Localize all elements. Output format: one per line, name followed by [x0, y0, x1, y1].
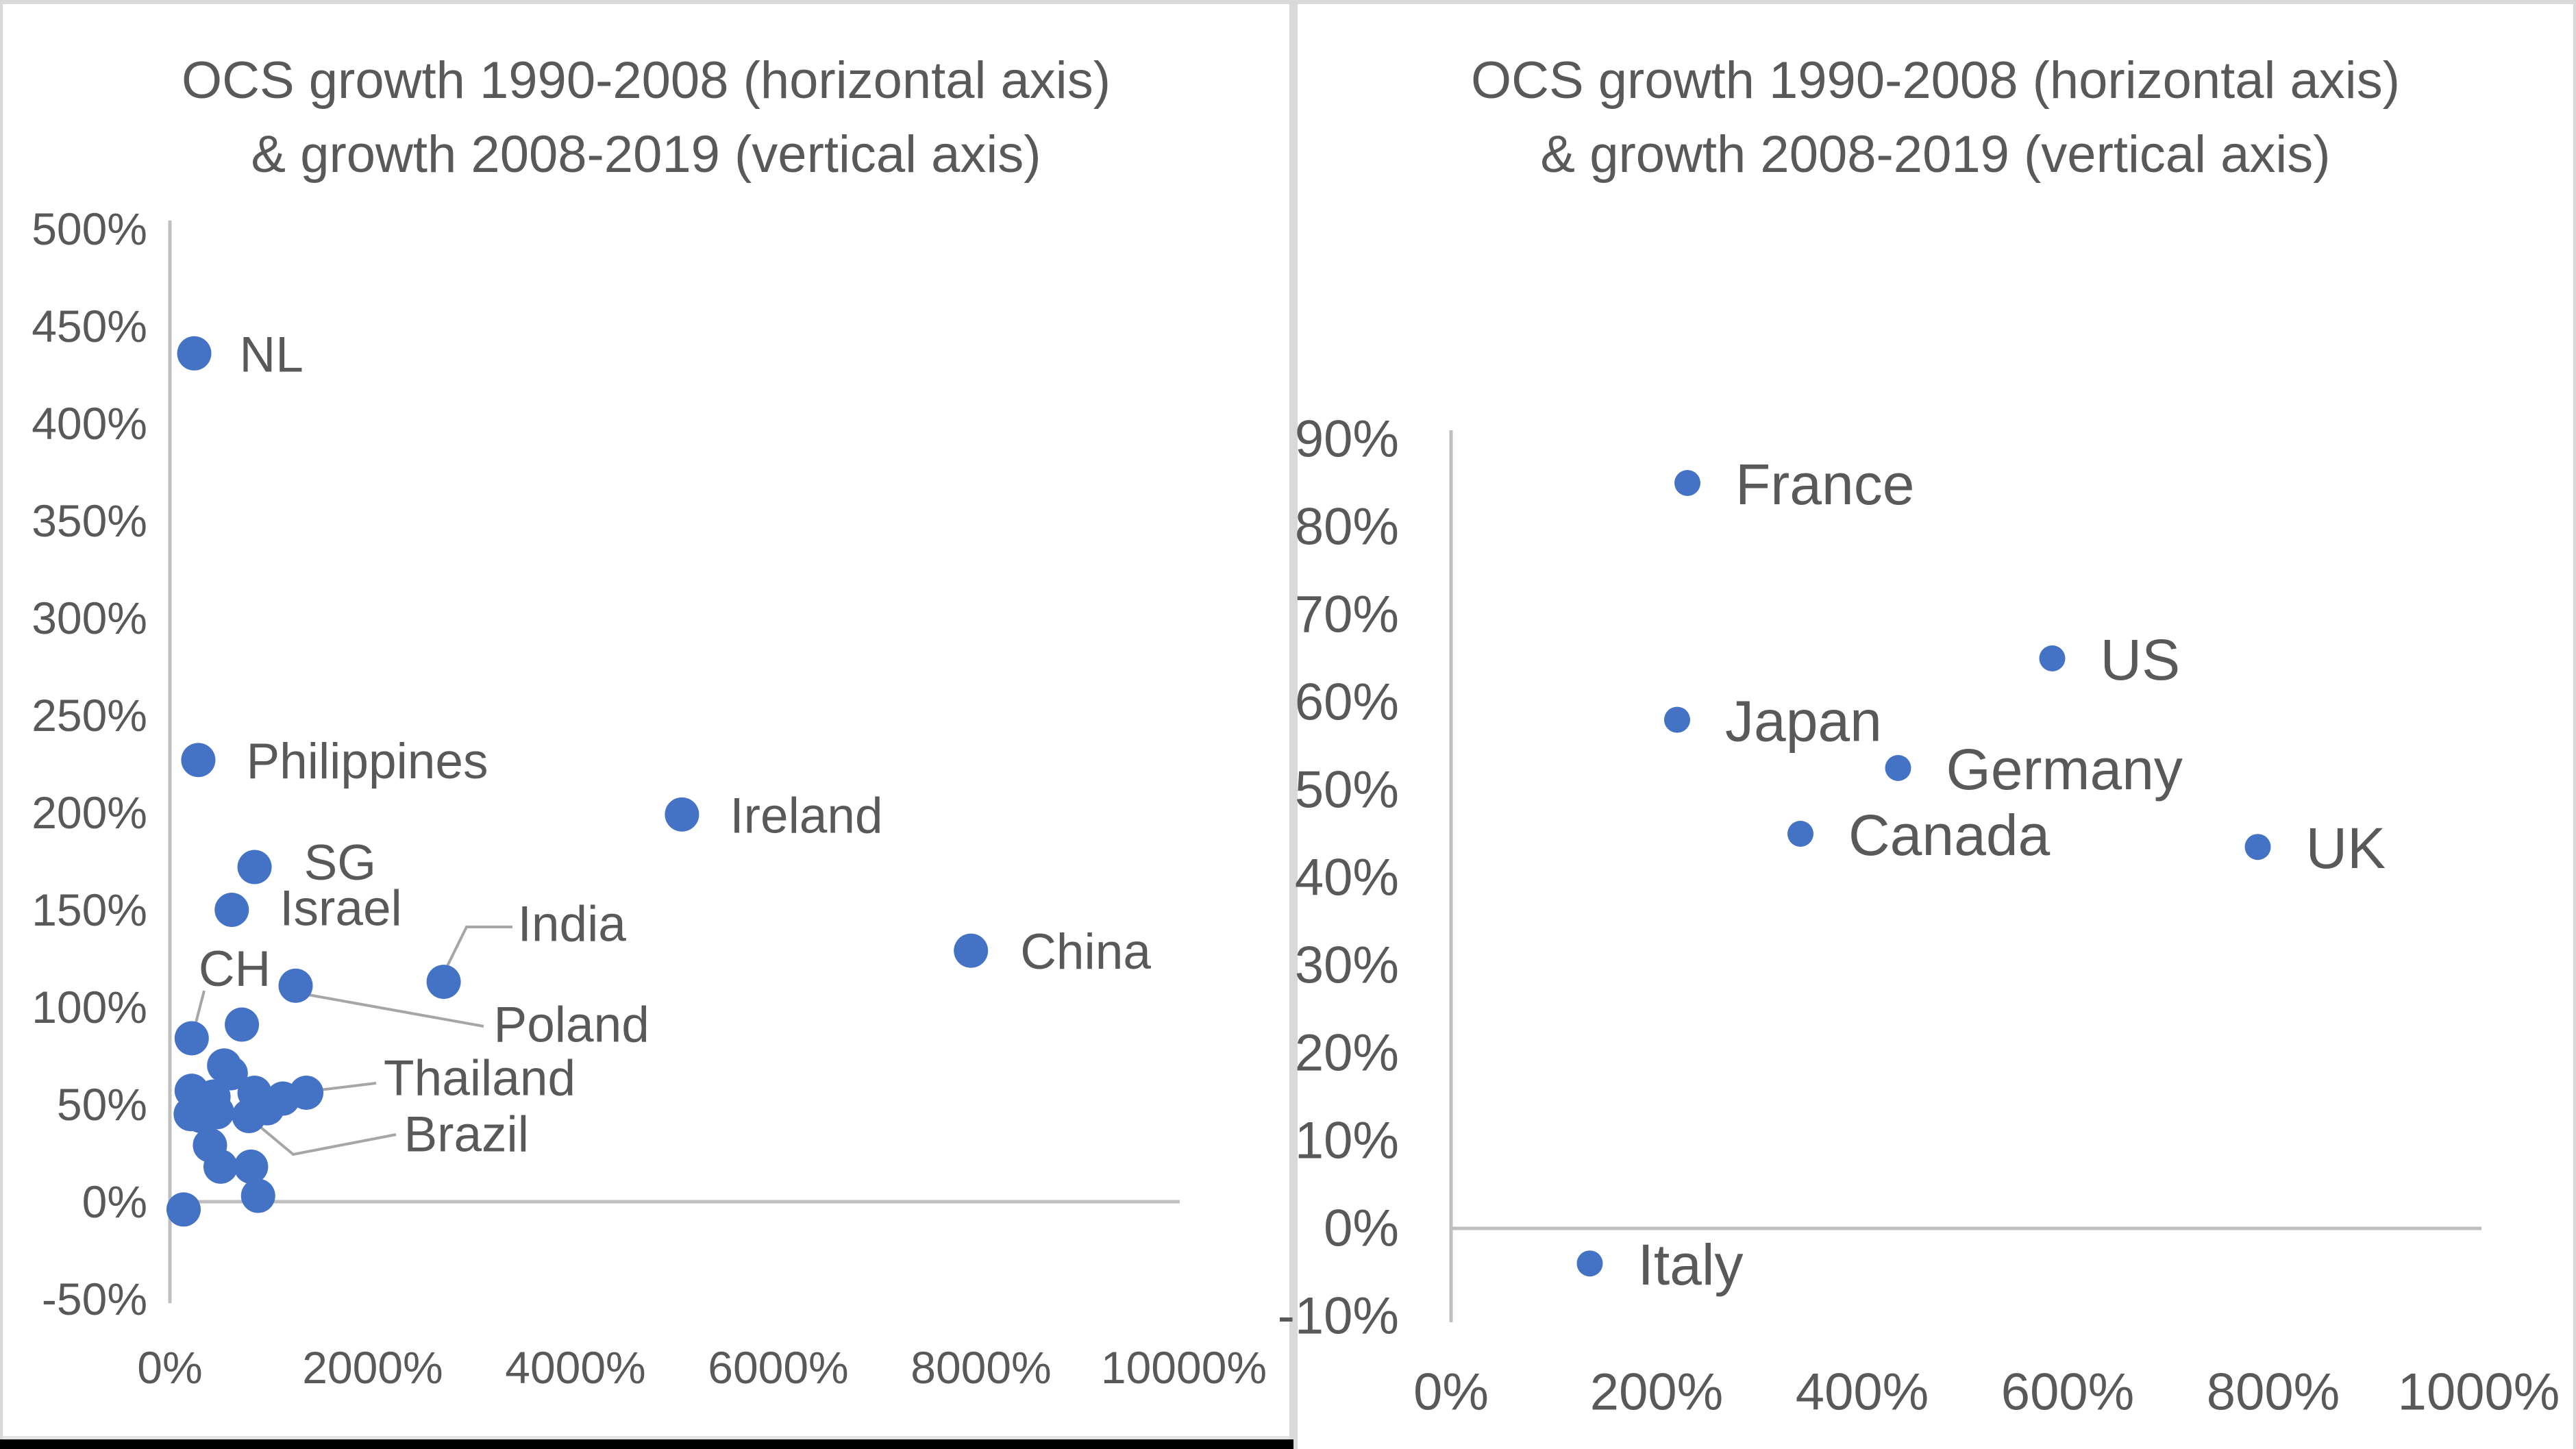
left-point-sg	[237, 850, 272, 884]
right-point-label: France	[1735, 452, 1914, 517]
right-point-japan	[1664, 706, 1690, 733]
left-y-tick-label: 150%	[32, 884, 147, 935]
right-y-tick-label: 10%	[1295, 1112, 1399, 1170]
left-point-india	[426, 965, 461, 1000]
left-x-tick-label: 2000%	[302, 1342, 443, 1393]
left-point-nl	[177, 336, 212, 371]
left-point	[166, 1192, 201, 1227]
left-point-label: China	[1020, 924, 1151, 980]
right-x-tick-label: 200%	[1590, 1363, 1723, 1422]
right-y-tick-label: 20%	[1295, 1024, 1399, 1082]
right-point-label: Italy	[1638, 1233, 1744, 1297]
left-y-tick-label: 200%	[32, 787, 147, 838]
right-y-tick-label: 0%	[1324, 1200, 1399, 1258]
right-point-us	[2039, 645, 2066, 671]
left-x-tick-label: 8000%	[911, 1342, 1052, 1393]
right-chart-title: OCS growth 1990-2008 (horizontal axis) &…	[1298, 44, 2573, 192]
right-x-tick-label: 600%	[2001, 1363, 2134, 1422]
left-leader-line	[441, 926, 512, 978]
left-y-tick-label: 500%	[32, 203, 147, 254]
right-y-tick-label: 40%	[1295, 849, 1399, 907]
right-point-canada	[1787, 821, 1813, 847]
right-y-tick-label: 80%	[1295, 498, 1399, 556]
right-chart-panel: OCS growth 1990-2008 (horizontal axis) &…	[1298, 4, 2573, 1449]
left-chart-title-line1: OCS growth 1990-2008 (horizontal axis)	[181, 51, 1111, 110]
left-point-label: India	[518, 897, 627, 952]
left-y-tick-label: 450%	[32, 301, 147, 351]
bottom-black-strip	[0, 1439, 1293, 1449]
right-point-label: UK	[2306, 816, 2386, 880]
left-point-label: NL	[240, 327, 304, 382]
left-x-tick-label: 6000%	[708, 1342, 849, 1393]
left-point-philippines	[181, 743, 216, 778]
left-y-tick-label: 300%	[32, 593, 147, 643]
left-leader-line	[308, 993, 484, 1028]
left-leader-line	[313, 1082, 377, 1092]
left-y-tick-label: 100%	[32, 982, 147, 1032]
right-chart-title-line2: & growth 2008-2019 (vertical axis)	[1540, 125, 2331, 184]
right-point-uk	[2244, 834, 2271, 860]
left-point-label: Brazil	[404, 1107, 529, 1163]
right-point-italy	[1576, 1250, 1603, 1277]
right-y-tick-label: 50%	[1295, 761, 1399, 819]
left-point	[203, 1149, 238, 1184]
left-point-label: CH	[199, 941, 271, 997]
left-point-israel	[214, 893, 249, 927]
left-chart-title: OCS growth 1990-2008 (horizontal axis) &…	[3, 44, 1289, 192]
left-point	[213, 1056, 248, 1091]
right-x-tick-label: 1000%	[2398, 1363, 2560, 1422]
left-x-tick-label: 4000%	[505, 1342, 646, 1393]
left-y-tick-label: 400%	[32, 398, 147, 449]
left-x-tick-label: 0%	[137, 1342, 202, 1393]
left-point-ireland	[665, 797, 699, 832]
left-point-ch	[174, 1021, 209, 1056]
left-point-poland	[278, 968, 313, 1003]
right-y-tick-label: 60%	[1295, 673, 1399, 732]
left-point	[234, 1149, 269, 1184]
right-point-label: Canada	[1848, 803, 2051, 867]
left-y-tick-label: 350%	[32, 495, 147, 546]
right-point-label: Japan	[1725, 689, 1882, 754]
left-point-label: Ireland	[730, 788, 882, 843]
right-y-tick-label: -10%	[1278, 1287, 1399, 1346]
left-y-tick-label: 50%	[57, 1079, 147, 1130]
right-point-germany	[1885, 755, 1911, 781]
right-x-tick-label: 400%	[1796, 1363, 1929, 1422]
left-point-label: Israel	[280, 881, 402, 937]
left-point-label: SG	[304, 835, 376, 891]
right-y-tick-label: 70%	[1295, 586, 1399, 644]
left-y-tick-label: -50%	[42, 1274, 147, 1324]
left-y-tick-label: 0%	[82, 1176, 147, 1227]
left-point	[225, 1007, 260, 1042]
left-point	[250, 1091, 285, 1126]
right-point-label: US	[2101, 628, 2181, 692]
left-leader-line	[255, 1122, 397, 1156]
right-y-tick-label: 30%	[1295, 937, 1399, 995]
left-point-label: Thailand	[384, 1050, 575, 1106]
right-point-france	[1674, 470, 1700, 496]
left-y-tick-label: 250%	[32, 690, 147, 741]
right-y-tick-label: 90%	[1295, 410, 1399, 469]
right-chart-title-line1: OCS growth 1990-2008 (horizontal axis)	[1470, 51, 2400, 110]
right-point-label: Germany	[1946, 737, 2183, 802]
right-x-tick-label: 800%	[2207, 1363, 2340, 1422]
left-point-label: Poland	[494, 997, 649, 1052]
left-point-china	[954, 933, 989, 968]
left-point-label: Philippines	[246, 734, 488, 789]
right-x-tick-label: 0%	[1413, 1363, 1489, 1422]
left-x-tick-label: 10000%	[1101, 1342, 1267, 1393]
left-chart-title-line2: & growth 2008-2019 (vertical axis)	[251, 125, 1041, 184]
left-point	[240, 1178, 275, 1213]
left-point	[199, 1095, 234, 1130]
